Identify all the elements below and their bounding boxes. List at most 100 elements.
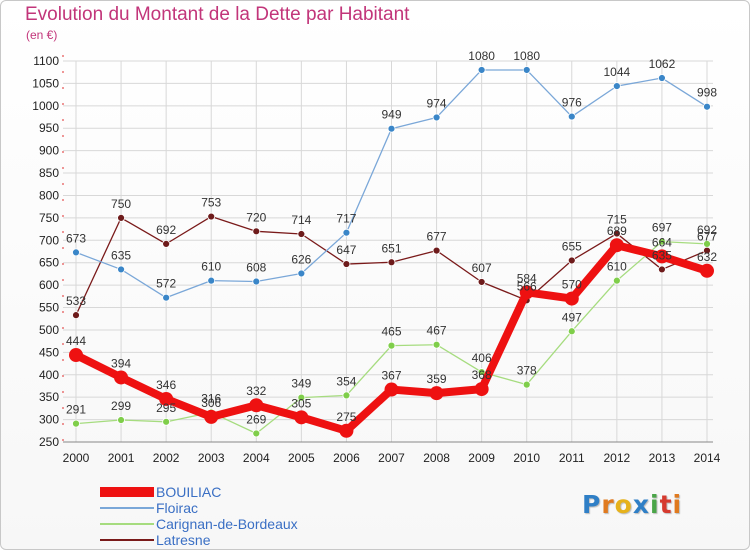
data-point [252,429,261,438]
data-label: 291 [66,403,86,417]
data-point [387,258,396,267]
data-point [432,113,441,122]
data-point [117,213,125,222]
legend-swatch [100,507,154,509]
logo-letter: i [672,490,683,519]
data-point [703,102,711,111]
data-label: 533 [66,294,86,308]
data-point [162,239,171,248]
data-point [384,382,399,397]
data-label: 394 [111,356,131,370]
data-point [609,238,624,253]
data-label: 316 [201,391,221,405]
logo-letter: i [650,490,660,519]
x-tick-label: 2008 [423,451,450,465]
data-label: 299 [111,399,131,413]
x-tick-label: 2003 [198,451,225,465]
data-point [72,419,80,428]
data-label: 717 [336,212,356,226]
y-axis-unit: (en €) [26,28,58,42]
data-label: 610 [201,260,221,274]
data-point [703,239,711,248]
data-label: 305 [291,396,311,410]
data-point [114,370,129,385]
data-label: 497 [562,310,582,324]
logo-letter: P [582,490,602,519]
data-point [159,391,174,406]
data-point [207,276,216,285]
data-label: 626 [291,252,311,266]
y-tick-label: 850 [39,166,59,180]
data-label: 444 [66,334,86,348]
data-point [297,269,306,278]
data-point [249,398,264,413]
chart-title: Evolution du Montant de la Dette par Hab… [25,4,410,25]
data-label: 692 [697,223,717,237]
y-tick-label: 400 [39,368,59,382]
data-label: 635 [111,248,131,262]
data-label: 974 [427,96,447,110]
data-label: 998 [697,86,717,100]
data-point [162,417,171,426]
x-tick-label: 2006 [333,451,360,465]
data-label: 306 [201,396,221,410]
data-label: 715 [607,213,627,227]
data-point [342,391,351,400]
data-label: 1044 [604,65,631,79]
data-point [432,246,441,255]
data-point [564,291,579,306]
data-point [519,285,534,300]
y-tick-label: 500 [39,323,59,337]
legend-swatch [100,487,154,497]
data-label: 632 [697,250,717,264]
data-point [477,66,486,74]
data-point [252,277,261,286]
y-tick-label: 800 [39,188,59,202]
data-label: 465 [381,325,401,339]
data-point [612,276,621,285]
data-point [297,230,306,238]
data-label: 269 [246,412,266,426]
data-label: 753 [201,196,221,210]
data-point [477,368,486,376]
x-tick-label: 2001 [108,451,135,465]
data-point [207,212,216,221]
y-tick-label: 550 [39,301,59,315]
data-point [294,410,309,425]
x-tick-label: 2002 [153,451,180,465]
data-label: 584 [517,271,537,285]
legend-label: Carignan-de-Bordeaux [156,516,298,532]
y-tick-label: 250 [39,435,59,449]
data-label: 697 [652,221,672,235]
y-tick-label: 900 [39,144,59,158]
data-label: 677 [427,230,447,244]
data-point [522,380,531,389]
logo-letter: t [659,490,673,519]
data-label: 610 [607,260,627,274]
data-label: 608 [246,261,266,275]
y-tick-label: 700 [39,233,59,247]
data-label: 406 [472,351,492,365]
data-label: 720 [246,210,266,224]
data-point [612,229,621,238]
data-label: 572 [156,277,176,291]
y-tick-label: 300 [39,413,59,427]
data-point [654,249,669,264]
data-point [567,112,576,121]
y-tick-label: 1000 [32,99,59,113]
data-point [432,340,441,349]
data-point [700,263,714,278]
y-tick-label: 450 [39,345,59,359]
logo-letter: r [601,490,615,519]
data-point [658,74,666,82]
x-tick-label: 2014 [694,451,721,465]
data-label: 346 [156,378,176,392]
data-label: 354 [336,374,356,388]
data-label: 275 [336,410,356,424]
proxiti-logo: Proxiti [582,490,682,519]
data-point [477,278,486,286]
data-point [612,82,621,91]
data-point [117,265,125,274]
